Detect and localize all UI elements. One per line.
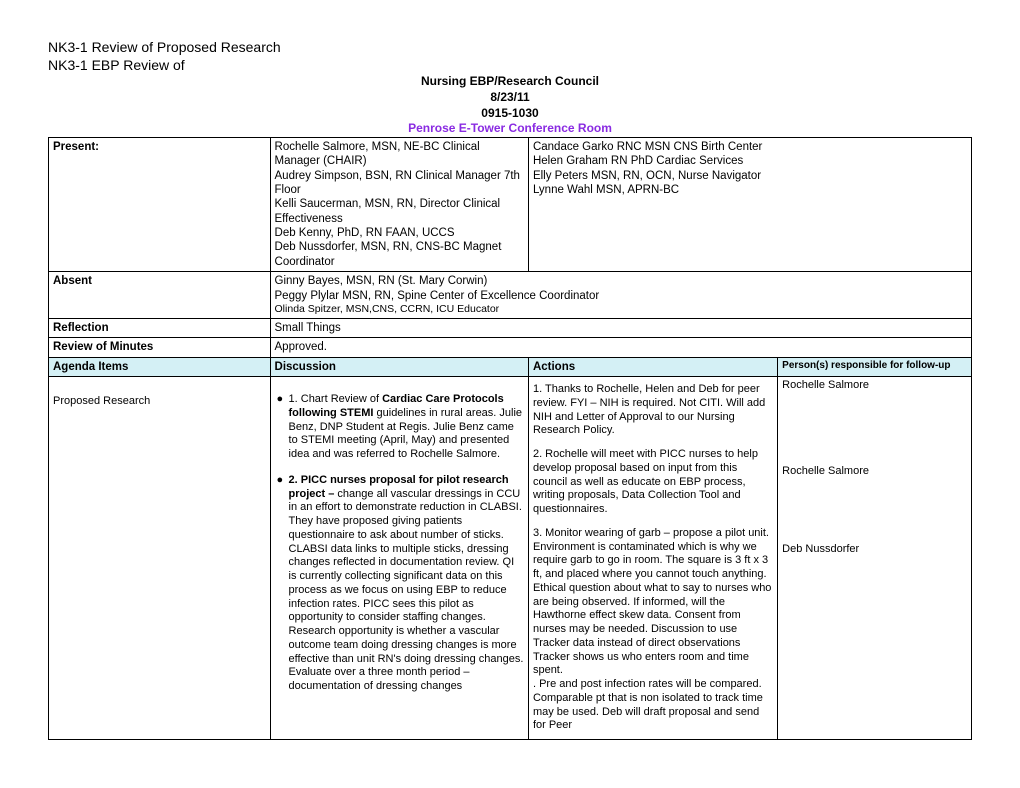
action-2: 2. Rochelle will meet with PICC nurses t… — [533, 448, 773, 517]
discussion-text-2: 2. PICC nurses proposal for pilot resear… — [289, 474, 524, 694]
agenda-header-row: Agenda Items Discussion Actions Person(s… — [49, 357, 972, 376]
present-row: Present: Rochelle Salmore, MSN, NE-BC Cl… — [49, 137, 972, 271]
council-name: Nursing EBP/Research Council — [48, 74, 972, 90]
meeting-time: 0915-1030 — [48, 106, 972, 122]
agenda-item-title: Proposed Research — [49, 377, 271, 740]
absent-value: Ginny Bayes, MSN, RN (St. Mary Corwin) P… — [270, 272, 971, 319]
minutes-row: Review of Minutes Approved. — [49, 338, 972, 357]
person-responsible-1: Rochelle Salmore — [782, 379, 967, 393]
absent-person: Ginny Bayes, MSN, RN (St. Mary Corwin) — [275, 274, 967, 288]
absent-person: Olinda Spitzer, MSN,CNS, CCRN, ICU Educa… — [275, 303, 967, 316]
present-person: Rochelle Salmore, MSN, NE-BC Clinical Ma… — [275, 140, 524, 169]
action-1: 1. Thanks to Rochelle, Helen and Deb for… — [533, 383, 773, 438]
agenda-header-actions: Actions — [528, 357, 777, 376]
reflection-label: Reflection — [49, 319, 271, 338]
bullet-icon: ● — [275, 474, 289, 694]
agenda-header-discussion: Discussion — [270, 357, 528, 376]
bullet-icon: ● — [275, 393, 289, 462]
present-person: Elly Peters MSN, RN, OCN, Nurse Navigato… — [533, 169, 967, 183]
person-responsible-3: Deb Nussdorfer — [782, 543, 967, 557]
discussion-text-1: 1. Chart Review of Cardiac Care Protocol… — [289, 393, 524, 462]
present-person: Deb Kenny, PhD, RN FAAN, UCCS — [275, 226, 524, 240]
present-person: Audrey Simpson, BSN, RN Clinical Manager… — [275, 169, 524, 198]
meeting-table: Present: Rochelle Salmore, MSN, NE-BC Cl… — [48, 137, 972, 740]
absent-label: Absent — [49, 272, 271, 319]
meeting-room: Penrose E-Tower Conference Room — [48, 121, 972, 137]
meeting-date: 8/23/11 — [48, 90, 972, 106]
person-responsible-2: Rochelle Salmore — [782, 465, 967, 479]
agenda-header-persons: Person(s) responsible for follow-up — [778, 357, 972, 376]
discussion-cell: ● 1. Chart Review of Cardiac Care Protoc… — [270, 377, 528, 740]
discussion-bullet-2: ● 2. PICC nurses proposal for pilot rese… — [275, 474, 524, 694]
doc-title-1: NK3-1 Review of Proposed Research — [48, 38, 972, 56]
proposed-research-row: Proposed Research ● 1. Chart Review of C… — [49, 377, 972, 740]
action-3b: . Pre and post infection rates will be c… — [533, 678, 773, 733]
doc-title-2: NK3-1 EBP Review of — [48, 56, 972, 74]
present-person: Kelli Saucerman, MSN, RN, Director Clini… — [275, 197, 524, 226]
present-label: Present: — [49, 137, 271, 271]
minutes-value: Approved. — [270, 338, 971, 357]
action-3: 3. Monitor wearing of garb – propose a p… — [533, 527, 773, 678]
discussion-bullet-1: ● 1. Chart Review of Cardiac Care Protoc… — [275, 393, 524, 462]
present-col3: Candace Garko RNC MSN CNS Birth Center H… — [528, 137, 971, 271]
reflection-value: Small Things — [270, 319, 971, 338]
present-person: Candace Garko RNC MSN CNS Birth Center — [533, 140, 967, 154]
minutes-label: Review of Minutes — [49, 338, 271, 357]
present-person: Deb Nussdorfer, MSN, RN, CNS-BC Magnet C… — [275, 240, 524, 269]
reflection-row: Reflection Small Things — [49, 319, 972, 338]
present-col2: Rochelle Salmore, MSN, NE-BC Clinical Ma… — [270, 137, 528, 271]
absent-person: Peggy Plylar MSN, RN, Spine Center of Ex… — [275, 289, 967, 303]
present-person: Helen Graham RN PhD Cardiac Services — [533, 154, 967, 168]
present-person: Lynne Wahl MSN, APRN-BC — [533, 183, 967, 197]
agenda-header-items: Agenda Items — [49, 357, 271, 376]
absent-row: Absent Ginny Bayes, MSN, RN (St. Mary Co… — [49, 272, 972, 319]
persons-cell: Rochelle Salmore Rochelle Salmore Deb Nu… — [778, 377, 972, 740]
actions-cell: 1. Thanks to Rochelle, Helen and Deb for… — [528, 377, 777, 740]
